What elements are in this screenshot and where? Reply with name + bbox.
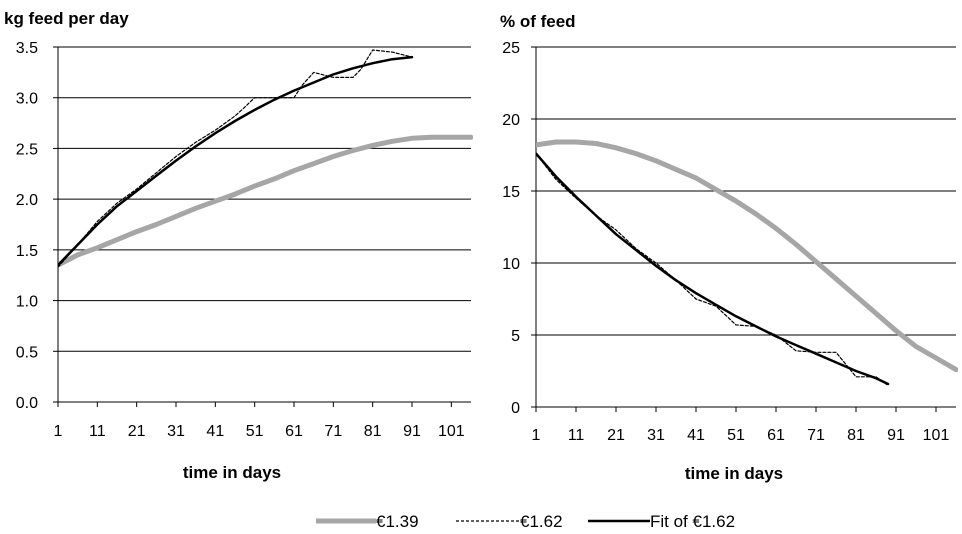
y-tick-label: 1.5: [16, 243, 38, 260]
y-tick-label: 15: [502, 184, 520, 201]
chart-title: kg feed per day: [4, 9, 129, 28]
x-tick-label: 61: [767, 427, 785, 444]
x-tick-label: 1: [532, 427, 541, 444]
series-1-62-line: [58, 49, 413, 268]
legend: €1.39 €1.62 Fit of €1.62: [316, 512, 735, 531]
x-tick-label: 21: [607, 427, 625, 444]
x-tick-label: 101: [923, 427, 950, 444]
x-tick-label: 61: [285, 423, 303, 440]
y-tick-label: 0.5: [16, 344, 38, 361]
series-fit-1-62-line: [536, 152, 890, 386]
series-fit-1-62-line: [58, 55, 414, 267]
x-tick-label: 51: [246, 423, 264, 440]
legend-label-1-39: €1.39: [376, 512, 419, 531]
legend-label-fit-1-62: Fit of €1.62: [650, 512, 735, 531]
y-tick-label: 2.0: [16, 192, 38, 209]
x-tick-label: 31: [167, 423, 185, 440]
x-axis-label: time in days: [183, 463, 281, 482]
y-tick-label: 0: [511, 400, 520, 417]
y-tick-label: 20: [502, 112, 520, 129]
x-tick-label: 71: [324, 423, 342, 440]
series-1-39-line: [58, 134, 473, 268]
y-tick-label: 3.0: [16, 91, 38, 108]
y-tick-label: 1.0: [16, 294, 38, 311]
x-tick-label: 71: [807, 427, 825, 444]
y-tick-label: 10: [502, 256, 520, 273]
x-tick-label: 1: [54, 423, 63, 440]
x-tick-label: 81: [847, 427, 865, 444]
y-tick-label: 25: [502, 40, 520, 57]
x-tick-label: 51: [727, 427, 745, 444]
x-tick-label: 101: [438, 423, 465, 440]
y-tick-label: 0.0: [16, 395, 38, 412]
series-1-39-line: [536, 139, 958, 373]
x-tick-label: 91: [887, 427, 905, 444]
x-tick-label: 31: [647, 427, 665, 444]
y-tick-label: 3.5: [16, 40, 38, 57]
x-tick-label: 91: [403, 423, 421, 440]
x-axis-label: time in days: [685, 464, 783, 483]
x-tick-label: 41: [206, 423, 224, 440]
y-tick-label: 5: [511, 328, 520, 345]
chart-kg-feed-per-day: kg feed per day time in days 0.0 0.5 1.0 1.…: [4, 9, 473, 482]
legend-label-1-62: €1.62: [520, 512, 563, 531]
x-tick-label: 41: [687, 427, 705, 444]
chart-title: % of feed: [500, 12, 576, 31]
y-tick-label: 2.5: [16, 141, 38, 158]
x-tick-label: 21: [128, 423, 146, 440]
x-tick-label: 81: [364, 423, 382, 440]
x-tick-label: 11: [568, 427, 585, 444]
x-tick-label: 11: [89, 423, 106, 440]
